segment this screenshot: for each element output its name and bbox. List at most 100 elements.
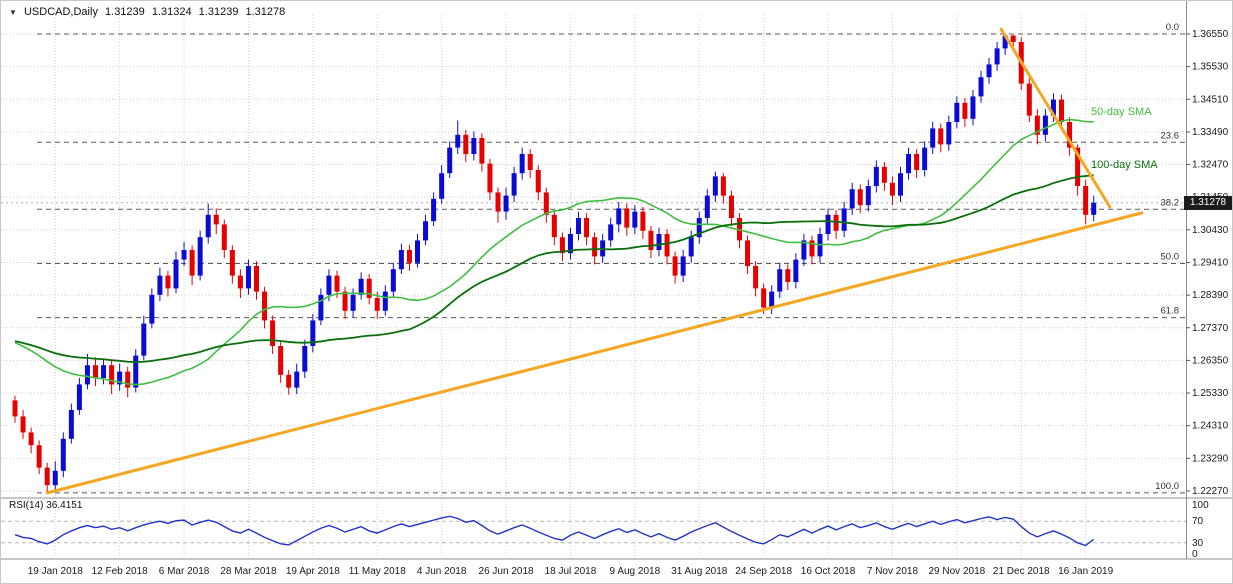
candle-body [262,291,268,321]
candle-body [350,294,356,311]
grid-layer [1,15,1186,558]
candle-body [946,122,952,145]
sma-lines[interactable] [14,118,1094,386]
x-axis-label: 7 Nov 2018 [867,566,919,577]
fib-retracement[interactable]: 0.0 23.6 38.2 50.0 61.8 100.0 [37,22,1186,494]
candle-body [777,269,783,292]
candle-body [825,214,831,234]
candle-body [471,138,477,154]
y-axis-label: 1.23290 [1192,453,1229,464]
candle-body [551,214,557,238]
fib-label[interactable]: 50.0 [1161,251,1180,262]
fib-label[interactable]: 38.2 [1161,197,1180,208]
candle-body [141,323,147,356]
candle-body [423,221,429,241]
y-axis-label: 1.35530 [1192,62,1229,73]
candle-body [962,102,968,119]
candle-body [535,170,541,193]
candle-body [221,224,227,250]
candle-body [632,211,638,228]
candle-body [406,250,412,263]
candle-body [688,237,694,257]
candle-body [1067,122,1073,148]
candle-body [157,275,163,295]
candle-body [728,195,734,218]
candle-body [374,298,380,311]
candle-body [881,166,887,183]
candle-body [672,256,678,276]
candle-body [382,291,388,311]
x-axis-label: 19 Jan 2018 [28,566,83,577]
x-axis-label: 6 Mar 2018 [159,566,210,577]
trendlines-layer[interactable] [45,27,1144,495]
fib-label[interactable]: 61.8 [1161,306,1180,317]
x-axis-label: 21 Dec 2018 [993,566,1050,577]
candle-body [463,134,469,154]
candle-body [664,234,670,257]
candle-body [109,365,115,385]
symbol-marker-icon: ▼ [9,8,17,17]
candle-body [938,128,944,145]
y-axis-label: 1.30430 [1192,225,1229,236]
symbol-period-label: USDCAD,Daily [23,6,98,18]
y-axis-label: 1.28390 [1192,290,1229,301]
ohlc-close: 1.31278 [245,6,286,18]
candle-body [889,182,895,196]
candle-body [302,346,308,372]
candle-body [511,173,517,196]
candle-body [229,250,235,276]
candle-body [696,218,702,238]
candle-body [978,77,984,97]
fib-label[interactable]: 23.6 [1161,130,1180,141]
candle-body [213,214,219,225]
candle-body [986,64,992,78]
x-axis-label: 29 Nov 2018 [928,566,985,577]
candle-body [584,218,590,238]
candle-body [181,250,187,260]
sma50-annotation-label[interactable]: 50-day SMA [1091,105,1152,118]
candle-body [12,400,18,417]
candle-body [487,163,493,193]
candle-body [559,237,565,254]
candle-body [648,230,654,250]
candle-body [1083,186,1089,215]
chart-header: ▼ USDCAD,Daily 1.31239 1.31324 1.31239 1… [9,6,289,18]
candle-body [415,240,420,263]
candle-body [833,214,839,231]
candle-body [278,346,284,375]
ohlc-open: 1.31239 [105,6,145,18]
descending-resistance-trendline[interactable] [999,27,1112,209]
y-axis-label: 1.36550 [1192,29,1229,40]
candle-body [1075,147,1081,186]
sma100-annotation-label[interactable]: 100-day SMA [1091,159,1158,172]
ascending-support-trendline[interactable] [45,211,1144,495]
candle-body [205,214,211,238]
ohlc-low: 1.31239 [198,6,239,18]
candle-body [1042,115,1048,135]
y-axis-label: 1.25330 [1192,388,1229,399]
x-axis-label: 31 Aug 2018 [671,566,728,577]
candle-body [149,294,155,324]
candle-body [543,192,549,215]
x-axis-label: 11 May 2018 [349,566,407,577]
candle-body [310,320,316,346]
fib-label[interactable]: 0.0 [1166,22,1179,33]
x-axis-label: 16 Jan 2019 [1058,566,1113,577]
fib-label[interactable]: 100.0 [1155,481,1179,492]
rsi-axis-label: 100 [1192,500,1209,511]
candle-body [567,234,573,254]
candle-body [608,224,614,241]
candle-body [761,288,767,308]
sma100-line[interactable] [14,174,1094,363]
candle-body [28,432,34,446]
x-axis-label: 18 Jul 2018 [545,566,597,577]
candle-body [801,240,807,260]
x-axis-label: 12 Feb 2018 [92,566,149,577]
candle-body [865,186,871,206]
candle-body [656,234,662,250]
x-axis-label: 28 Mar 2018 [220,566,277,577]
candle-body [1091,202,1097,215]
candle-body [624,208,630,228]
